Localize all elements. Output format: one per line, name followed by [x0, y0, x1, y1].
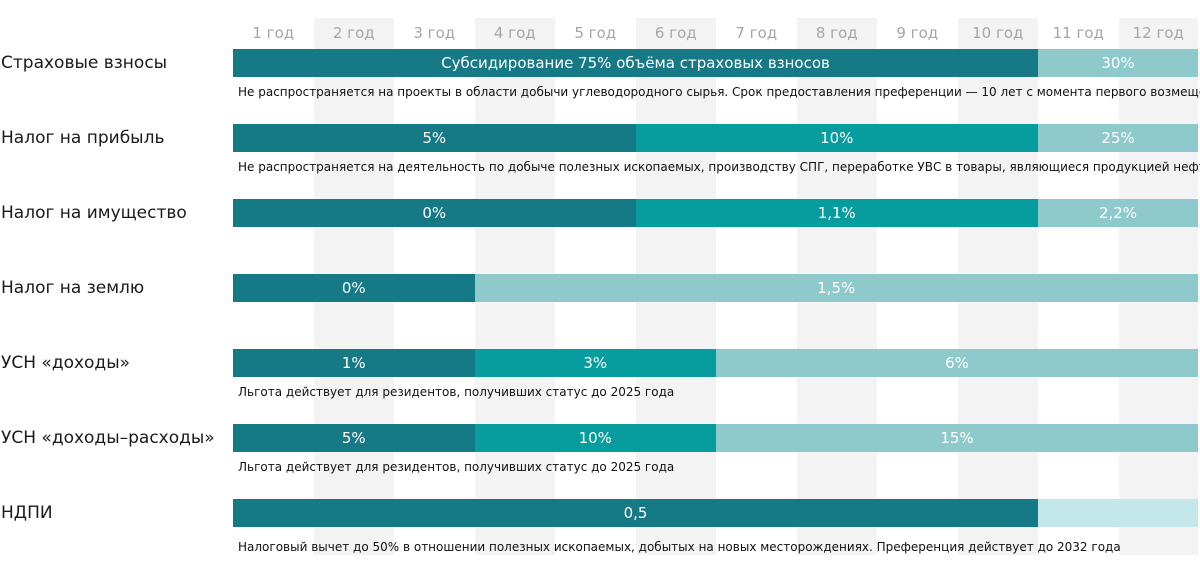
bar-segment: [1038, 499, 1198, 527]
bar-segment: 0,5: [233, 499, 1038, 527]
year-label: 2 год: [332, 24, 375, 42]
row-label: НДПИ: [1, 503, 53, 523]
bar-segment: 5%: [233, 424, 475, 452]
bar-segment: 0%: [233, 199, 636, 227]
bar-segment: 1,1%: [635, 199, 1038, 227]
year-label: 3 год: [413, 24, 456, 42]
row-label: УСН «доходы»: [1, 353, 131, 373]
row-label: Страховые взносы: [1, 53, 168, 73]
year-label: 10 год: [972, 24, 1024, 42]
bar-segment: 1,5%: [474, 274, 1198, 302]
bar-segment: 3%: [474, 349, 716, 377]
bar-segment: 30%: [1038, 49, 1198, 77]
bar-segment: 1%: [233, 349, 475, 377]
bar-segment: 10%: [474, 424, 716, 452]
bar-segment: 2,2%: [1038, 199, 1198, 227]
year-label: 1 год: [252, 24, 295, 42]
bar-segment: 25%: [1038, 124, 1198, 152]
year-label: 5 год: [574, 24, 617, 42]
row-label: Налог на землю: [1, 278, 145, 298]
year-label: 7 год: [735, 24, 778, 42]
row-note: Не распространяется на деятельность по д…: [238, 160, 1200, 174]
bar-segment: 5%: [233, 124, 636, 152]
bar-segment: 6%: [716, 349, 1198, 377]
year-label: 12 год: [1132, 24, 1184, 42]
bar-segment: Субсидирование 75% объёма страховых взно…: [233, 49, 1038, 77]
year-label: 9 год: [896, 24, 939, 42]
row-label: Налог на прибыль: [1, 128, 165, 148]
row-label: УСН «доходы–расходы»: [1, 428, 215, 448]
row-note: Не распространяется на проекты в области…: [238, 85, 1200, 99]
bar-segment: 0%: [233, 274, 475, 302]
row-note: Льгота действует для резидентов, получив…: [238, 460, 675, 474]
year-label: 4 год: [493, 24, 536, 42]
bar-segment: 15%: [716, 424, 1198, 452]
year-label: 6 год: [654, 24, 697, 42]
row-label: Налог на имущество: [1, 203, 187, 223]
row-note: Налоговый вычет до 50% в отношении полез…: [238, 540, 1121, 554]
bar-segment: 10%: [635, 124, 1038, 152]
row-note: Льгота действует для резидентов, получив…: [238, 385, 675, 399]
year-label: 11 год: [1052, 24, 1104, 42]
year-label: 8 год: [815, 24, 858, 42]
